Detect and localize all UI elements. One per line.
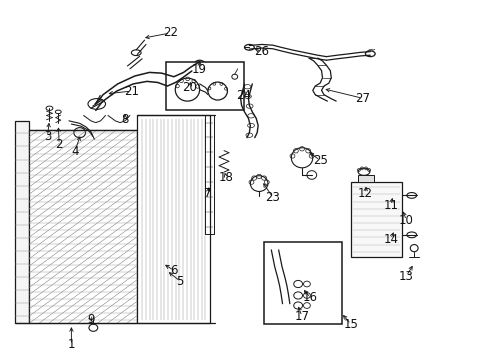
Text: 9: 9 — [87, 312, 95, 326]
Text: 26: 26 — [254, 45, 268, 58]
Bar — [264, 242, 341, 324]
Text: 14: 14 — [383, 233, 397, 246]
Text: 1: 1 — [67, 338, 75, 351]
Text: 12: 12 — [357, 187, 372, 200]
Text: 19: 19 — [192, 63, 207, 76]
Text: 21: 21 — [123, 85, 139, 98]
Text: 27: 27 — [354, 92, 369, 105]
Text: 16: 16 — [302, 291, 317, 304]
Text: 13: 13 — [398, 270, 413, 283]
Text: 11: 11 — [383, 199, 397, 212]
Text: 15: 15 — [343, 318, 358, 331]
Text: 17: 17 — [294, 310, 309, 323]
Text: 24: 24 — [236, 89, 250, 102]
Bar — [15, 121, 29, 323]
Text: 10: 10 — [398, 214, 413, 227]
Text: 20: 20 — [182, 81, 197, 94]
Bar — [357, 175, 373, 182]
Text: 6: 6 — [170, 264, 177, 277]
Text: 18: 18 — [218, 171, 233, 184]
Bar — [29, 130, 137, 323]
Text: 25: 25 — [312, 154, 327, 167]
Text: 7: 7 — [204, 187, 211, 200]
Bar — [137, 116, 210, 323]
Text: 4: 4 — [71, 145, 79, 158]
Text: 3: 3 — [44, 130, 51, 143]
Text: 22: 22 — [163, 27, 178, 40]
Text: 2: 2 — [55, 138, 63, 150]
Text: 8: 8 — [121, 113, 128, 126]
Bar — [350, 182, 401, 257]
Text: 23: 23 — [265, 191, 280, 204]
Text: 5: 5 — [176, 275, 183, 288]
Bar — [165, 62, 243, 110]
